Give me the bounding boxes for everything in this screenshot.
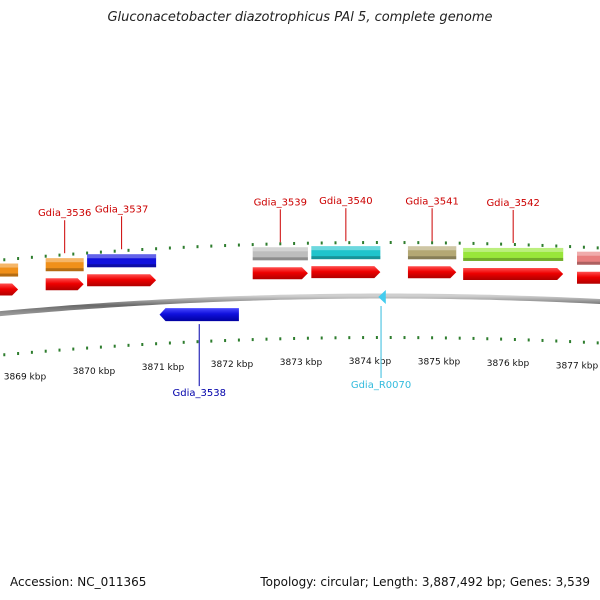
cog-highlight [0, 263, 19, 268]
axis-tick-label: 3870 kbp [73, 367, 116, 377]
cog-block-f10[interactable] [577, 251, 600, 265]
cog-shadow [252, 257, 308, 261]
cog-block-f6[interactable] [311, 246, 381, 260]
cog-highlight [45, 258, 84, 263]
axis-tick-label: 3877 kbp [556, 361, 599, 371]
gene-label-f5[interactable]: Gdia_3539 [254, 197, 307, 208]
cog-shadow [45, 268, 84, 272]
gene-label-f4[interactable]: Gdia_3538 [172, 388, 225, 399]
cog-highlight [463, 247, 564, 252]
axis-tick-label: 3874 kbp [349, 357, 392, 367]
gene-label-f9[interactable]: Gdia_3542 [486, 198, 539, 209]
gene-track [0, 266, 600, 322]
cog-highlight [577, 251, 600, 256]
gene-arrow-f1[interactable] [0, 283, 19, 296]
cog-block-f3[interactable] [87, 254, 157, 268]
gene-labels: Gdia_3536 Gdia_3537 Gdia_3538 Gdia_3539 Gdia… [38, 196, 540, 399]
cog-shadow [311, 256, 381, 260]
cog-highlight [407, 246, 457, 251]
cog-highlight [311, 246, 381, 251]
cog-shadow [0, 273, 19, 277]
cog-block-f5[interactable] [252, 247, 308, 261]
gene-label-f3[interactable]: Gdia_3537 [95, 204, 148, 215]
gene-label-f6[interactable]: Gdia_3540 [319, 196, 372, 207]
gene-label-f8[interactable]: Gdia_3541 [405, 196, 458, 207]
gene-arrow-f2[interactable] [45, 278, 84, 291]
axis-tick-label: 3872 kbp [211, 360, 254, 370]
gene-arrow-f4[interactable] [159, 308, 239, 322]
genome-summary-text: Topology: circular; Length: 3,887,492 bp… [260, 575, 590, 589]
backbone-arc [0, 293, 600, 317]
accession-text: Accession: NC_011365 [10, 575, 147, 589]
cog-highlight [87, 254, 157, 259]
rna-feature-f7[interactable] [378, 290, 386, 305]
map-title: Gluconacetobacter diazotrophicus PAl 5, … [107, 10, 493, 25]
cog-block-f9[interactable] [463, 247, 564, 261]
cog-shadow [407, 256, 457, 260]
axis-ticks: 3869 kbp 3870 kbp 3871 kbp 3872 kbp 3873 kbp… [3, 241, 599, 382]
cog-track [0, 246, 600, 277]
axis-tick-label: 3875 kbp [418, 357, 461, 367]
axis-tick-label: 3869 kbp [4, 372, 47, 382]
gene-arrow-f3[interactable] [87, 274, 157, 287]
cog-block-f1[interactable] [0, 263, 19, 277]
axis-tick-label: 3871 kbp [142, 363, 185, 373]
axis-tick-label: 3876 kbp [487, 359, 530, 369]
gene-label-f2[interactable]: Gdia_3536 [38, 208, 91, 219]
cog-block-f2[interactable] [45, 258, 84, 272]
axis-tick-label: 3873 kbp [280, 358, 323, 368]
gene-arrow-f5[interactable] [252, 267, 308, 280]
gene-arrow-f10[interactable] [577, 271, 600, 284]
cog-block-f8[interactable] [407, 246, 457, 260]
cog-shadow [87, 264, 157, 268]
gene-arrow-f9[interactable] [463, 267, 564, 280]
gene-arrow-f8[interactable] [407, 266, 457, 279]
cog-shadow [577, 261, 600, 265]
genome-backbone [0, 293, 600, 317]
gene-label-f7[interactable]: Gdia_R0070 [351, 380, 411, 391]
cog-shadow [463, 257, 564, 261]
gene-arrow-f6[interactable] [311, 266, 381, 279]
cog-highlight [252, 247, 308, 252]
